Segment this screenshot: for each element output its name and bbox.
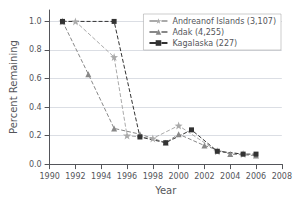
svg-text:Kagalaska (227): Kagalaska (227) — [172, 39, 237, 48]
svg-text:2000: 2000 — [168, 172, 188, 181]
svg-text:Andreanof Islands (3,107): Andreanof Islands (3,107) — [172, 17, 276, 26]
svg-text:0.4: 0.4 — [29, 103, 42, 112]
svg-text:Adak (4,255): Adak (4,255) — [172, 28, 224, 37]
svg-text:1998: 1998 — [143, 172, 163, 181]
svg-text:1994: 1994 — [91, 172, 111, 181]
svg-text:0.6: 0.6 — [29, 74, 42, 83]
svg-text:2004: 2004 — [220, 172, 240, 181]
svg-text:1.0: 1.0 — [29, 17, 42, 26]
svg-text:0.0: 0.0 — [29, 160, 42, 169]
svg-text:1992: 1992 — [65, 172, 85, 181]
svg-text:1996: 1996 — [117, 172, 137, 181]
svg-text:0.2: 0.2 — [29, 131, 42, 140]
svg-text:2002: 2002 — [194, 172, 214, 181]
svg-text:Percent Remaining: Percent Remaining — [8, 40, 19, 134]
svg-text:Year: Year — [154, 185, 177, 196]
svg-text:2008: 2008 — [272, 172, 292, 181]
svg-text:0.8: 0.8 — [29, 45, 42, 54]
svg-text:1990: 1990 — [39, 172, 59, 181]
svg-text:2006: 2006 — [246, 172, 266, 181]
